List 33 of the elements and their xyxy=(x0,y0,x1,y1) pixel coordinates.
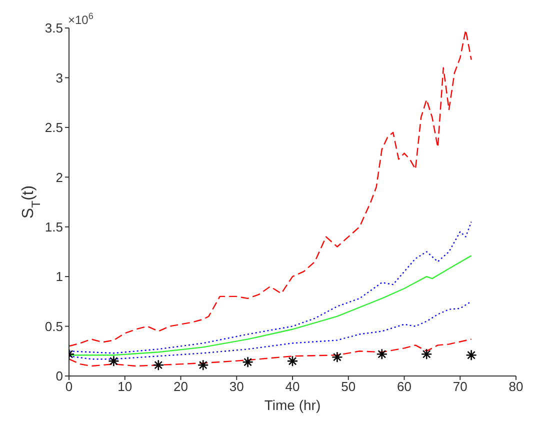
x-tick-label: 40 xyxy=(285,379,300,394)
x-tick-label: 20 xyxy=(174,379,188,394)
x-tick-label: 0 xyxy=(65,379,73,394)
y-tick-label: 1.5 xyxy=(44,219,63,234)
line-series xyxy=(69,221,472,354)
y-tick-label: 2.5 xyxy=(44,120,63,136)
point xyxy=(242,356,254,368)
line-series xyxy=(69,300,472,360)
y-tick-label: 3 xyxy=(56,70,63,86)
x-tick-label: 60 xyxy=(397,379,412,394)
point xyxy=(286,355,298,367)
point xyxy=(376,348,388,360)
y-tick-label: 3.5 xyxy=(44,20,63,36)
point xyxy=(466,349,477,361)
y-tick-label: 0 xyxy=(56,368,63,384)
x-tick-label: 50 xyxy=(341,379,356,394)
point xyxy=(152,359,164,371)
x-tick-label: 70 xyxy=(452,379,468,394)
point xyxy=(197,359,209,371)
point xyxy=(420,348,432,360)
text: ×10$^{6}$ xyxy=(68,11,94,27)
x-axis-title: Time (hr) xyxy=(264,396,321,413)
y-tick-label: 1 xyxy=(56,269,63,284)
line-series xyxy=(69,255,472,356)
line-series xyxy=(69,29,472,347)
y-tick-label: 2 xyxy=(56,170,63,185)
x-tick-label: 80 xyxy=(508,379,524,394)
point xyxy=(108,355,120,367)
x-tick-label: 10 xyxy=(118,379,132,394)
line-series xyxy=(69,338,472,367)
x-tick-label: 30 xyxy=(229,379,244,394)
point xyxy=(332,351,343,363)
y-tick-label: 0.5 xyxy=(44,318,63,334)
